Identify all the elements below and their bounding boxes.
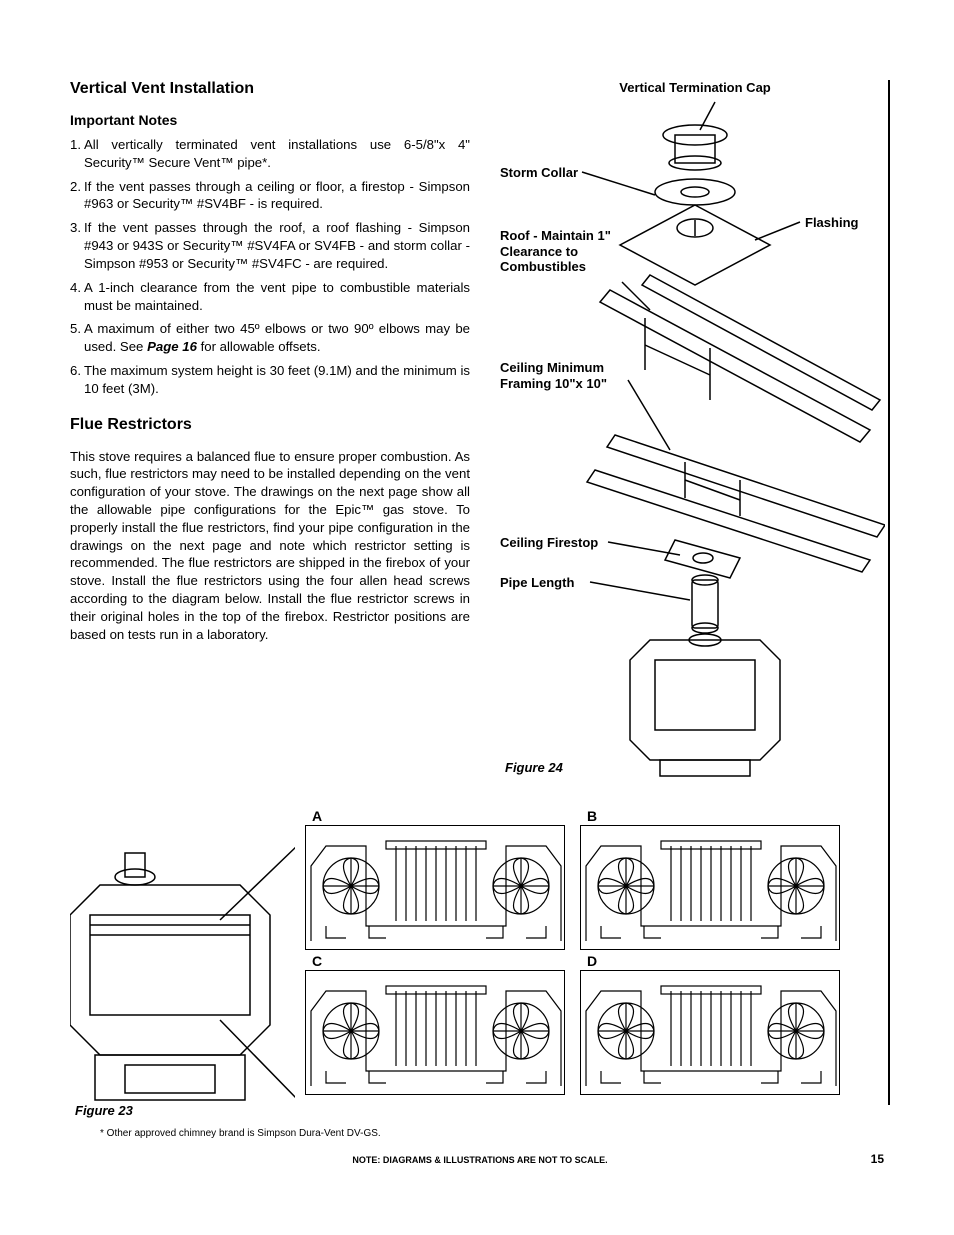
- note-item: If the vent passes through the roof, a r…: [70, 219, 470, 272]
- right-column: Vertical Termination Cap Storm Collar Fl…: [500, 80, 885, 780]
- footnote: * Other approved chimney brand is Simpso…: [100, 1128, 381, 1139]
- panel-c: C: [305, 970, 565, 1095]
- note-item: A 1-inch clearance from the vent pipe to…: [70, 279, 470, 315]
- panel-a-svg: [306, 826, 566, 951]
- figure-24: Vertical Termination Cap Storm Collar Fl…: [500, 80, 885, 780]
- page: Vertical Vent Installation Important Not…: [70, 80, 890, 1180]
- left-column: Vertical Vent Installation Important Not…: [70, 80, 470, 644]
- panel-c-label: C: [312, 953, 322, 969]
- panel-b-svg: [581, 826, 841, 951]
- notes-list: All vertically terminated vent installat…: [70, 136, 470, 398]
- panel-d-svg: [581, 971, 841, 1096]
- panel-a: A: [305, 825, 565, 950]
- note-item: If the vent passes through a ceiling or …: [70, 178, 470, 214]
- flue-body: This stove requires a balanced flue to e…: [70, 448, 470, 644]
- panel-c-svg: [306, 971, 566, 1096]
- figure-23-stove-svg: [70, 825, 295, 1115]
- page-number: 15: [871, 1152, 884, 1166]
- panel-d: D: [580, 970, 840, 1095]
- flue-heading: Flue Restrictors: [70, 416, 470, 434]
- scale-note: NOTE: DIAGRAMS & ILLUSTRATIONS ARE NOT T…: [70, 1155, 890, 1165]
- panel-b-label: B: [587, 808, 597, 824]
- panel-d-label: D: [587, 953, 597, 969]
- figure-23: A B C D: [70, 815, 885, 1110]
- panel-b: B: [580, 825, 840, 950]
- section-title: Vertical Vent Installation: [70, 80, 470, 98]
- right-margin-rule: [888, 80, 890, 1105]
- note-item: All vertically terminated vent installat…: [70, 136, 470, 172]
- panel-a-label: A: [312, 808, 322, 824]
- note-item: A maximum of either two 45º elbows or tw…: [70, 320, 470, 356]
- figure-24-svg: [500, 80, 885, 780]
- note-item: The maximum system height is 30 feet (9.…: [70, 362, 470, 398]
- notes-heading: Important Notes: [70, 112, 470, 128]
- figure-23-caption: Figure 23: [75, 1103, 133, 1118]
